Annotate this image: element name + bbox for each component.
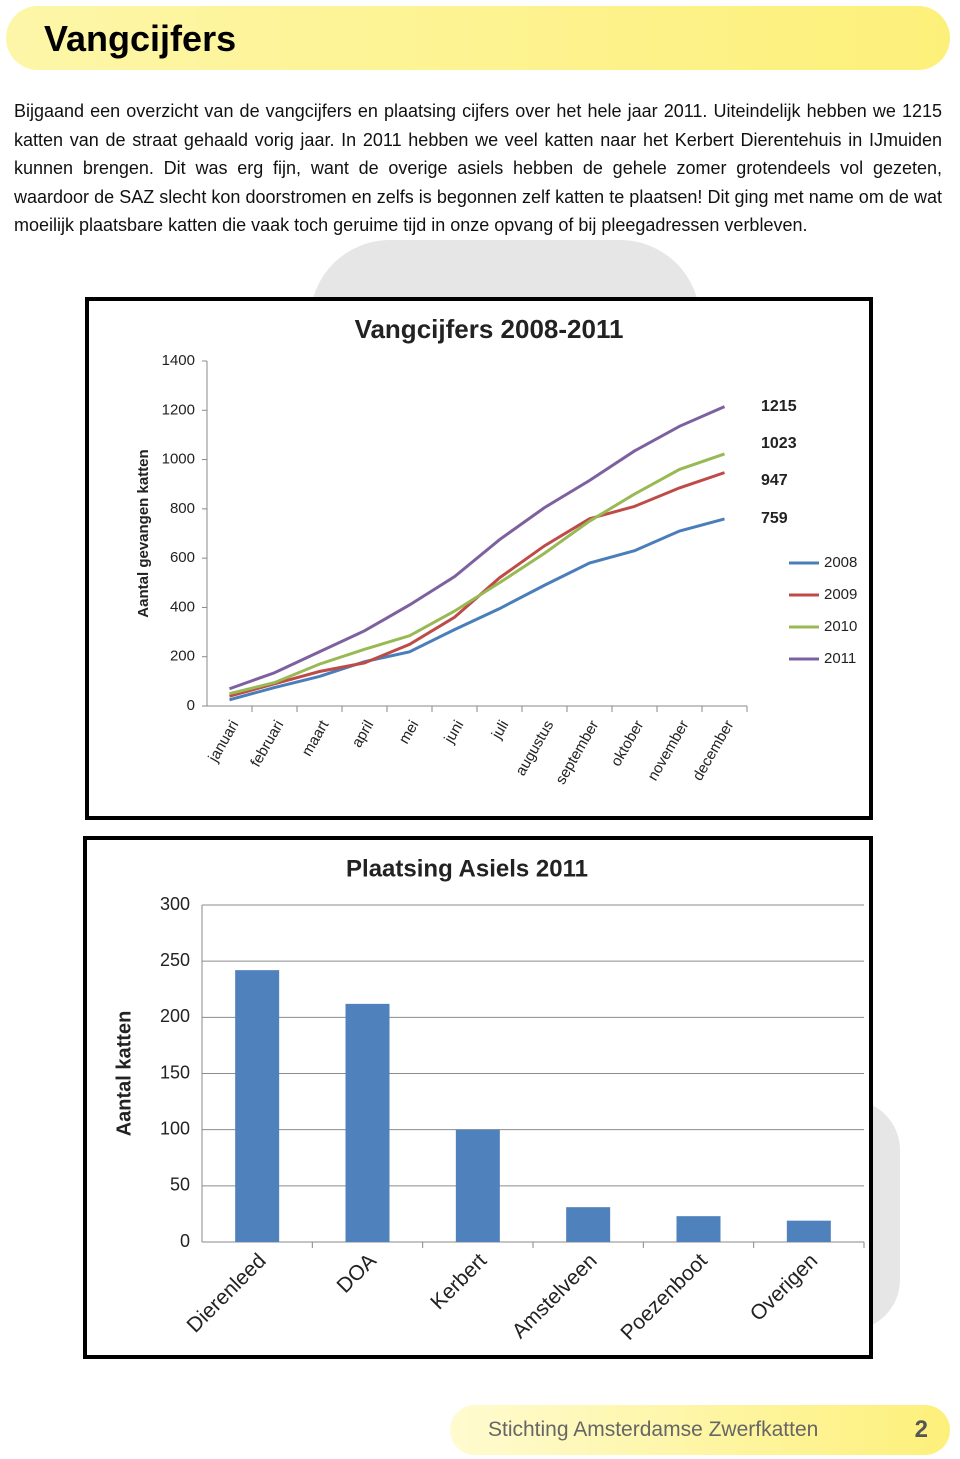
x-tick-label: mei xyxy=(396,717,423,746)
y-tick-label: 200 xyxy=(170,648,195,665)
x-tick-label: juni xyxy=(440,717,467,747)
chart: Plaatsing Asiels 2011 Aantal katten 0 50 100… xyxy=(113,855,865,1345)
line xyxy=(228,405,726,691)
y-tick-label: 1200 xyxy=(162,401,195,418)
y-tick-label: 150 xyxy=(160,1062,190,1082)
data-label: 759 xyxy=(761,510,788,527)
line xyxy=(229,471,725,698)
y-tick-label: 0 xyxy=(187,697,195,714)
line xyxy=(229,517,725,702)
legend-label: 2008 xyxy=(824,554,857,571)
x-tick-label: Amstelveen xyxy=(508,1249,602,1343)
bar xyxy=(676,1216,721,1242)
x-tick-label: Kerbert xyxy=(426,1249,491,1314)
legend-label: 2011 xyxy=(824,650,856,667)
x-tick-label: oktober xyxy=(608,717,648,769)
page-title: Vangcijfers xyxy=(44,18,237,59)
bar xyxy=(455,1129,500,1242)
header: Vangcijfers xyxy=(6,6,950,70)
x-tick-label: april xyxy=(348,717,377,750)
footer-organization: Stichting Amsterdamse Zwerfkatten xyxy=(488,1418,819,1441)
legend-label: 2010 xyxy=(824,618,857,635)
x-tick-label: maart xyxy=(299,717,333,759)
data-label: 1023 xyxy=(761,435,797,452)
x-tick-label: Overigen xyxy=(746,1249,823,1326)
x-tick-label: januari xyxy=(205,717,243,765)
chart-title: Plaatsing Asiels 2011 xyxy=(346,855,588,882)
chart-frame: Vangcijfers 2008-2011 Aantal gevangen kat… xyxy=(85,297,873,820)
y-tick-label: 1400 xyxy=(162,352,195,369)
y-tick-label: 200 xyxy=(160,1006,190,1026)
chart-frame: Plaatsing Asiels 2011 Aantal katten 0 50 100… xyxy=(83,836,873,1359)
chart-title: Vangcijfers 2008-2011 xyxy=(355,314,624,344)
y-tick-label: 50 xyxy=(170,1175,190,1195)
data-label: 1215 xyxy=(761,398,797,415)
y-tick-label: 600 xyxy=(170,549,195,566)
line xyxy=(229,452,725,696)
y-tick-label: 1000 xyxy=(162,451,195,468)
y-axis-label: Aantal gevangen katten xyxy=(135,449,152,617)
x-tick-label: juli xyxy=(488,717,512,742)
y-tick-label: 0 xyxy=(180,1231,190,1251)
y-tick-label: 400 xyxy=(170,598,195,615)
y-tick-label: 100 xyxy=(160,1118,190,1138)
x-tick-label: augustus xyxy=(512,717,557,778)
data-label: 947 xyxy=(761,472,788,489)
y-axis-label: Aantal katten xyxy=(113,1011,135,1137)
bar xyxy=(786,1220,831,1242)
x-tick-label: Poezenboot xyxy=(616,1249,712,1345)
x-tick-label: november xyxy=(644,717,692,783)
footer: Stichting Amsterdamse Zwerfkatten 2 xyxy=(450,1405,950,1455)
chart: Vangcijfers 2008-2011 Aantal gevangen kat… xyxy=(135,314,857,787)
bar xyxy=(235,970,280,1242)
x-tick-label: februari xyxy=(247,717,287,770)
y-tick-label: 250 xyxy=(160,950,190,970)
y-tick-label: 300 xyxy=(160,894,190,914)
bar xyxy=(566,1207,611,1242)
legend-label: 2009 xyxy=(824,586,857,603)
x-tick-label: DOA xyxy=(333,1249,381,1297)
paragraph: Bijgaand een overzicht van de vangcijfer… xyxy=(14,101,942,235)
page-number: 2 xyxy=(914,1416,928,1443)
x-tick-label: december xyxy=(689,717,737,783)
x-tick-label: september xyxy=(552,717,602,787)
y-tick-label: 800 xyxy=(170,500,195,517)
x-tick-label: Dierenleed xyxy=(183,1249,271,1337)
bar xyxy=(345,1003,390,1242)
